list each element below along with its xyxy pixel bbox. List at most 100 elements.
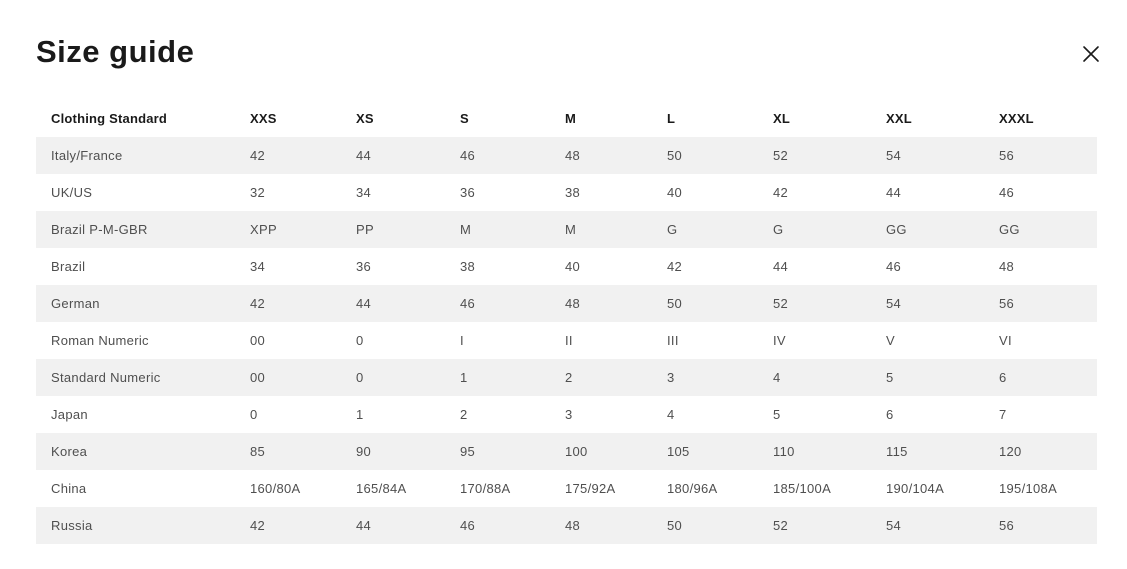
table-row: Brazil P-M-GBR XPP PP M M G G GG GG [36,211,1097,248]
size-cell: VI [999,333,1012,348]
size-cell: 4 [773,370,781,385]
table-row: UK/US 32 34 36 38 40 42 44 46 [36,174,1097,211]
size-cell: 180/96A [667,481,718,496]
size-cell: V [886,333,895,348]
size-cell: 46 [460,296,476,311]
size-cell: 38 [460,259,476,274]
modal-title: Size guide [36,34,195,69]
size-cell: 34 [356,185,372,200]
size-cell: 48 [565,296,581,311]
size-cell: M [460,222,472,237]
size-cell: 50 [667,148,683,163]
size-cell: 5 [886,370,894,385]
column-header-size: XL [773,110,791,126]
size-cell: 95 [460,444,476,459]
column-header-size: L [667,110,676,126]
size-cell: 48 [999,259,1015,274]
size-cell: 44 [886,185,902,200]
size-cell: 48 [565,518,581,533]
table-body: Italy/France 42 44 46 48 50 52 54 56 UK/US 32 34 36 3… [36,137,1097,544]
close-icon [1083,46,1099,62]
row-label: Brazil P-M-GBR [51,222,148,237]
row-label: Roman Numeric [51,333,149,348]
size-cell: 0 [356,370,364,385]
size-cell: 3 [667,370,675,385]
size-cell: 3 [565,407,573,422]
size-cell: 56 [999,518,1015,533]
size-cell: 105 [667,444,690,459]
header-row: Clothing Standard XXS XS S M L XL XXL XXXL [36,99,1097,137]
size-cell: 32 [250,185,266,200]
size-cell: 195/108A [999,481,1058,496]
size-cell: 38 [565,185,581,200]
size-cell: G [667,222,678,237]
column-header-size: XS [356,110,374,126]
size-cell: 54 [886,296,902,311]
size-cell: 4 [667,407,675,422]
table-row: German 42 44 46 48 50 52 54 56 [36,285,1097,322]
size-cell: 120 [999,444,1022,459]
size-cell: 5 [773,407,781,422]
size-cell: II [565,333,573,348]
table-row: Japan 0 1 2 3 4 5 6 7 [36,396,1097,433]
row-label: German [51,296,100,311]
size-cell: 48 [565,148,581,163]
size-cell: 42 [250,148,266,163]
size-cell: XPP [250,222,277,237]
row-label: Japan [51,407,88,422]
size-cell: 54 [886,148,902,163]
size-cell: 42 [667,259,683,274]
column-header-size: XXXL [999,110,1034,126]
size-cell: 165/84A [356,481,407,496]
size-cell: 42 [250,296,266,311]
column-header-size: XXL [886,110,912,126]
size-cell: M [565,222,577,237]
table-row: Brazil 34 36 38 40 42 44 46 48 [36,248,1097,285]
size-cell: 36 [356,259,372,274]
size-cell: 100 [565,444,588,459]
size-cell: 1 [356,407,364,422]
size-cell: III [667,333,679,348]
size-cell: 40 [565,259,581,274]
size-cell: 42 [250,518,266,533]
size-cell: 2 [460,407,468,422]
size-cell: 40 [667,185,683,200]
size-cell: 52 [773,148,789,163]
size-cell: 34 [250,259,266,274]
size-cell: 46 [460,518,476,533]
size-cell: 175/92A [565,481,616,496]
size-cell: 7 [999,407,1007,422]
size-cell: 46 [460,148,476,163]
size-cell: 36 [460,185,476,200]
size-cell: 46 [999,185,1015,200]
size-guide-table: Clothing Standard XXS XS S M L XL XXL XXXL Italy… [36,99,1097,544]
size-cell: 90 [356,444,372,459]
table-row: Roman Numeric 00 0 I II III IV V VI [36,322,1097,359]
size-cell: 44 [356,518,372,533]
size-cell: 56 [999,296,1015,311]
size-cell: 46 [886,259,902,274]
size-cell: PP [356,222,374,237]
size-cell: GG [886,222,907,237]
row-label: China [51,481,87,496]
table-row: Russia 42 44 46 48 50 52 54 56 [36,507,1097,544]
size-cell: 1 [460,370,468,385]
row-label: Brazil [51,259,86,274]
size-cell: 185/100A [773,481,832,496]
row-label: Korea [51,444,88,459]
size-cell: 0 [356,333,364,348]
size-cell: 85 [250,444,266,459]
column-header-size: M [565,110,577,126]
row-label: Italy/France [51,148,123,163]
size-cell: 6 [886,407,894,422]
size-cell: 44 [773,259,789,274]
column-header-size: S [460,110,469,126]
size-cell: 42 [773,185,789,200]
size-cell: GG [999,222,1020,237]
table-row: China 160/80A 165/84A 170/88A 175/92A 180/96A… [36,470,1097,507]
row-label: UK/US [51,185,93,200]
size-cell: 190/104A [886,481,945,496]
close-button[interactable] [1077,40,1105,68]
size-cell: 115 [886,444,908,459]
